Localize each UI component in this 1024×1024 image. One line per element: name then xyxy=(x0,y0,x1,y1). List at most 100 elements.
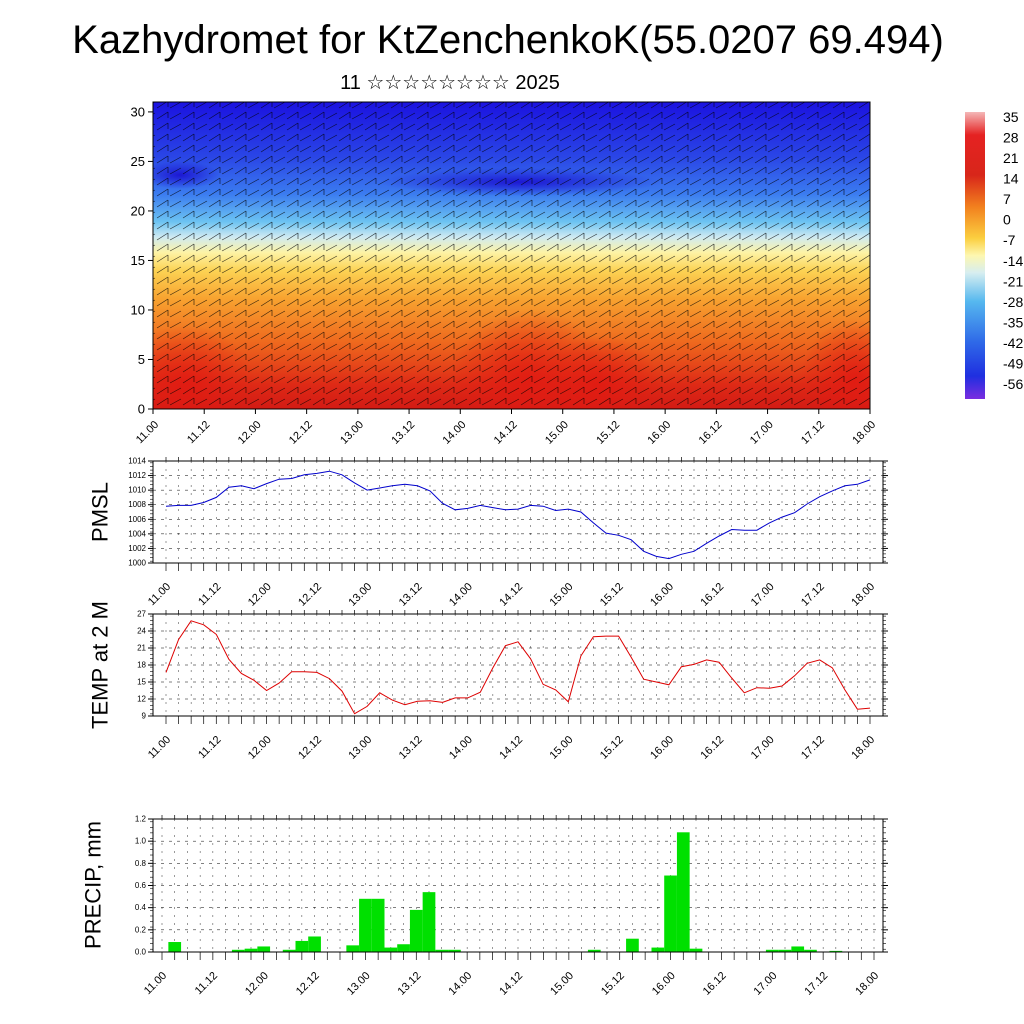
y-tick-label: 20 xyxy=(131,203,145,218)
x-tick-label: 12.12 xyxy=(294,970,322,998)
colorbar-label: -56 xyxy=(1003,376,1023,392)
colorbar-label: -21 xyxy=(1003,273,1023,289)
precip-bar xyxy=(308,936,321,952)
x-tick-label: 16.00 xyxy=(648,581,676,609)
pmsl-panel: 1000 1002 1004 1006 1008 1010 1012 1014 11.00 11.… xyxy=(88,457,888,609)
precip-bar xyxy=(778,949,792,952)
precip-bar xyxy=(664,875,677,952)
x-tick-label: 12.00 xyxy=(243,970,271,998)
x-tick-label: 14.12 xyxy=(497,734,525,762)
x-tick-label: 14.00 xyxy=(447,581,475,609)
colorbar-label: 0 xyxy=(1003,212,1011,228)
temp-series-line xyxy=(165,620,871,715)
x-tick-label: 17.00 xyxy=(752,970,780,998)
x-tick-label: 14.12 xyxy=(497,970,525,998)
y-tick-label: 0.4 xyxy=(135,903,147,912)
y-tick-label: 25 xyxy=(131,154,145,169)
y-tick-label: 0 xyxy=(138,402,145,417)
precip-bar xyxy=(791,946,805,952)
x-tick-label: 16.00 xyxy=(648,734,676,762)
y-tick-label: 1008 xyxy=(128,500,146,509)
y-tick-label: 1010 xyxy=(128,486,146,495)
x-tick-label: 11.12 xyxy=(196,734,223,761)
y-tick-label: 1000 xyxy=(128,559,146,568)
y-tick-label: 1.2 xyxy=(135,815,147,824)
colorbar-label: -35 xyxy=(1003,314,1023,330)
y-tick-label: 30 xyxy=(131,104,145,119)
colorbar-label: -28 xyxy=(1003,294,1023,310)
x-tick-label: 15.12 xyxy=(594,419,622,447)
x-tick-label: 12.12 xyxy=(287,419,315,447)
x-tick-label: 16.00 xyxy=(645,419,673,447)
precip-bar xyxy=(168,942,182,952)
precip-bar xyxy=(448,949,461,952)
x-tick-label: 11.00 xyxy=(134,419,161,446)
x-tick-label: 15.12 xyxy=(598,581,626,609)
x-tick-label: 13.12 xyxy=(389,419,417,447)
precip-bar xyxy=(397,944,410,952)
x-tick-label: 18.00 xyxy=(850,419,878,447)
x-tick-label: 15.00 xyxy=(548,734,576,762)
y-tick-label: 1012 xyxy=(128,471,146,480)
x-tick-label: 16.12 xyxy=(697,419,725,447)
precip-bars xyxy=(168,832,843,952)
y-tick-label: 0.0 xyxy=(135,948,147,957)
x-tick-label: 17.12 xyxy=(799,419,827,447)
x-tick-label: 14.00 xyxy=(446,970,474,998)
colorbar-label: 35 xyxy=(1003,109,1019,125)
precip-bar xyxy=(651,947,665,952)
y-tick-label: 5 xyxy=(138,352,145,367)
y-tick-label: 10 xyxy=(131,302,145,317)
y-tick-label: 0.6 xyxy=(135,881,147,890)
y-tick-label: 27 xyxy=(137,610,146,619)
precip-bar xyxy=(295,940,309,952)
temp-axes: 9 12 15 18 21 24 27 11.00 11.12 12.00 12.12 13.00 13… xyxy=(137,610,888,762)
precip-bar xyxy=(804,949,817,952)
y-tick-label: 1.0 xyxy=(135,837,147,846)
y-tick-label: 0.8 xyxy=(135,859,147,868)
x-tick-label: 17.00 xyxy=(749,581,777,609)
x-tick-label: 15.00 xyxy=(543,419,571,447)
temp-panel: 9 12 15 18 21 24 27 11.00 11.12 12.00 12.12 13.00 13… xyxy=(88,601,888,762)
precip-bar xyxy=(282,949,296,952)
temp-axis-label: TEMP at 2 M xyxy=(88,601,113,729)
page-title: Kazhydromet for KtZenchenkoK(55.0207 69.… xyxy=(72,18,944,62)
precip-bar xyxy=(359,898,372,952)
y-tick-label: 0.2 xyxy=(135,925,147,934)
y-tick-label: 18 xyxy=(137,661,146,670)
x-tick-label: 13.12 xyxy=(396,970,424,998)
precip-bar xyxy=(409,909,423,952)
precip-bar xyxy=(689,948,703,952)
precip-bar xyxy=(371,898,385,952)
y-tick-label: 21 xyxy=(137,644,146,653)
cross-section-x-axis: 11.00 11.12 12.00 12.12 13.00 13.12 14.00 14.12… xyxy=(134,409,878,447)
y-tick-label: 15 xyxy=(137,678,146,687)
x-tick-label: 17.12 xyxy=(799,581,827,609)
x-tick-label: 12.00 xyxy=(236,419,264,447)
colorbar-label: -42 xyxy=(1003,335,1023,351)
x-tick-label: 14.12 xyxy=(492,419,520,447)
precip-bar xyxy=(346,945,360,952)
colorbar-label: -7 xyxy=(1003,232,1016,248)
x-tick-label: 18.00 xyxy=(849,734,877,762)
x-tick-label: 15.12 xyxy=(599,970,627,998)
temp-grid xyxy=(153,613,883,717)
x-tick-label: 13.12 xyxy=(397,581,425,609)
precip-bar xyxy=(587,949,601,952)
x-tick-label: 13.00 xyxy=(338,419,366,447)
pmsl-frame xyxy=(152,460,884,564)
pmsl-axes: 1000 1002 1004 1006 1008 1010 1012 1014 11.00 11.… xyxy=(128,457,888,609)
colorbar-label: -14 xyxy=(1003,253,1023,269)
colorbar-label: 28 xyxy=(1003,130,1019,146)
x-tick-label: 11.00 xyxy=(146,734,173,761)
precip-panel: 0.0 0.2 0.4 0.6 0.8 1.0 1.2 11.00 11.12 12.00 12.1… xyxy=(81,815,888,998)
x-tick-label: 11.12 xyxy=(185,419,212,446)
colorbar-labels: 35 28 21 14 7 0 -7 -14 -21 -28 -35 -42 -49 -56 xyxy=(1003,109,1023,392)
y-tick-label: 24 xyxy=(137,627,146,636)
x-tick-label: 17.12 xyxy=(802,970,830,998)
precip-axes: 0.0 0.2 0.4 0.6 0.8 1.0 1.2 11.00 11.12 12.00 12.1… xyxy=(135,815,888,998)
precip-grid xyxy=(153,818,883,953)
colorbar-label: 14 xyxy=(1003,171,1019,187)
x-tick-label: 16.00 xyxy=(650,970,678,998)
x-tick-label: 17.00 xyxy=(748,419,776,447)
